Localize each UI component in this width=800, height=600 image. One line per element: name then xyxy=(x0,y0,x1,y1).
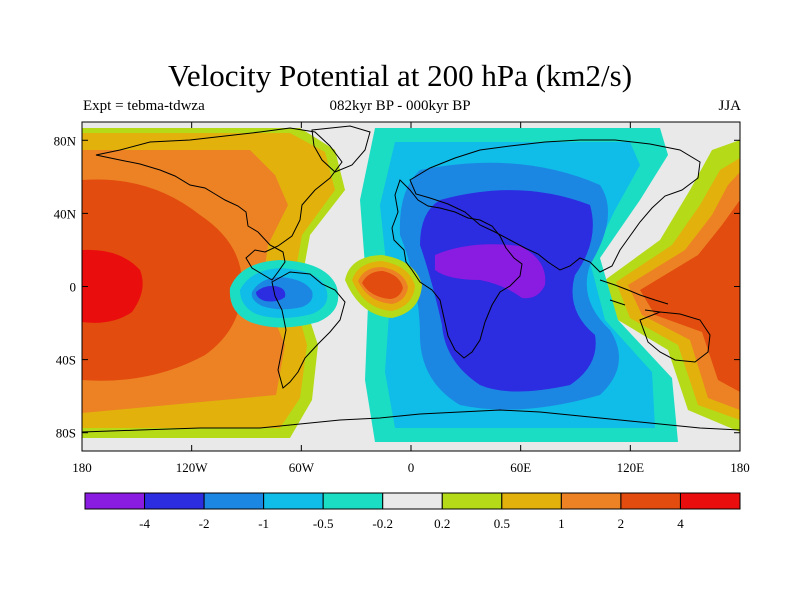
lat-tick-label: 0 xyxy=(70,280,77,295)
coastlines xyxy=(82,125,740,433)
colorbar-label: -0.2 xyxy=(372,516,393,531)
coast-europe-africa xyxy=(391,179,523,359)
lon-tick-label: 60E xyxy=(510,460,531,475)
lon-tick-label: 0 xyxy=(408,460,415,475)
colorbar-swatch xyxy=(679,492,741,510)
lon-tick-label: 180 xyxy=(730,460,750,475)
colorbar-label: 4 xyxy=(677,516,684,531)
west-pacific-positive-3 xyxy=(640,200,740,392)
colorbar-label: -4 xyxy=(139,516,150,531)
atlantic-positive-3 xyxy=(362,271,403,299)
longitude-axis: 180 120W 60W 0 60E 120E 180 xyxy=(72,122,750,475)
africa-negative-3 xyxy=(420,190,596,392)
experiment-label: Expt = tebma-tdwza xyxy=(83,98,205,114)
colorbar-label: 0.5 xyxy=(494,516,510,531)
colorbar-swatch xyxy=(84,492,146,510)
colorbar-swatch xyxy=(263,492,324,510)
colorbar-label: 1 xyxy=(558,516,565,531)
pacific-positive-3 xyxy=(82,179,243,381)
colorbar-label: 2 xyxy=(618,516,625,531)
latitude-axis: 80N 40N 0 40S 80S xyxy=(54,133,740,441)
lat-tick-label: 40S xyxy=(56,353,76,368)
colorbar-label: -1 xyxy=(258,516,269,531)
season-label: JJA xyxy=(718,98,741,114)
colorbar-label: 0.2 xyxy=(434,516,450,531)
central-america-negative-3 xyxy=(256,285,286,302)
colorbar-swatch xyxy=(382,492,443,510)
colorbar-swatch xyxy=(322,492,384,510)
lon-tick-label: 180 xyxy=(72,460,92,475)
plot-title: Velocity Potential at 200 hPa (km2/s) xyxy=(167,58,633,93)
colorbar-label: -0.5 xyxy=(313,516,334,531)
contour-field xyxy=(82,122,740,451)
colorbar-swatch xyxy=(560,492,622,510)
lat-tick-label: 80S xyxy=(56,426,76,441)
coast-north-america xyxy=(95,127,343,281)
coast-eurasia xyxy=(409,139,701,273)
time-range-label: 082kyr BP - 000kyr BP xyxy=(329,98,471,114)
coast-greenland xyxy=(311,125,371,173)
coast-antarctica xyxy=(82,409,740,433)
colorbar-swatch xyxy=(203,492,265,510)
lat-tick-label: 40N xyxy=(54,206,77,221)
lat-tick-label: 80N xyxy=(54,133,77,148)
africa-negative-4 xyxy=(435,244,546,299)
pacific-positive-4 xyxy=(82,249,143,323)
colorbar: -4 -2 -1 -0.5 -0.2 0.2 0.5 1 2 4 xyxy=(84,492,741,531)
lon-tick-label: 60W xyxy=(289,460,315,475)
colorbar-swatch xyxy=(144,492,205,510)
coast-south-america xyxy=(271,271,346,389)
coast-maritime-continent xyxy=(599,279,669,313)
colorbar-swatch xyxy=(501,492,562,510)
colorbar-swatch xyxy=(620,492,681,510)
coast-australia xyxy=(639,311,711,363)
lon-tick-label: 120W xyxy=(176,460,209,475)
colorbar-label: -2 xyxy=(199,516,210,531)
lon-tick-label: 120E xyxy=(617,460,645,475)
colorbar-swatch xyxy=(441,492,503,510)
